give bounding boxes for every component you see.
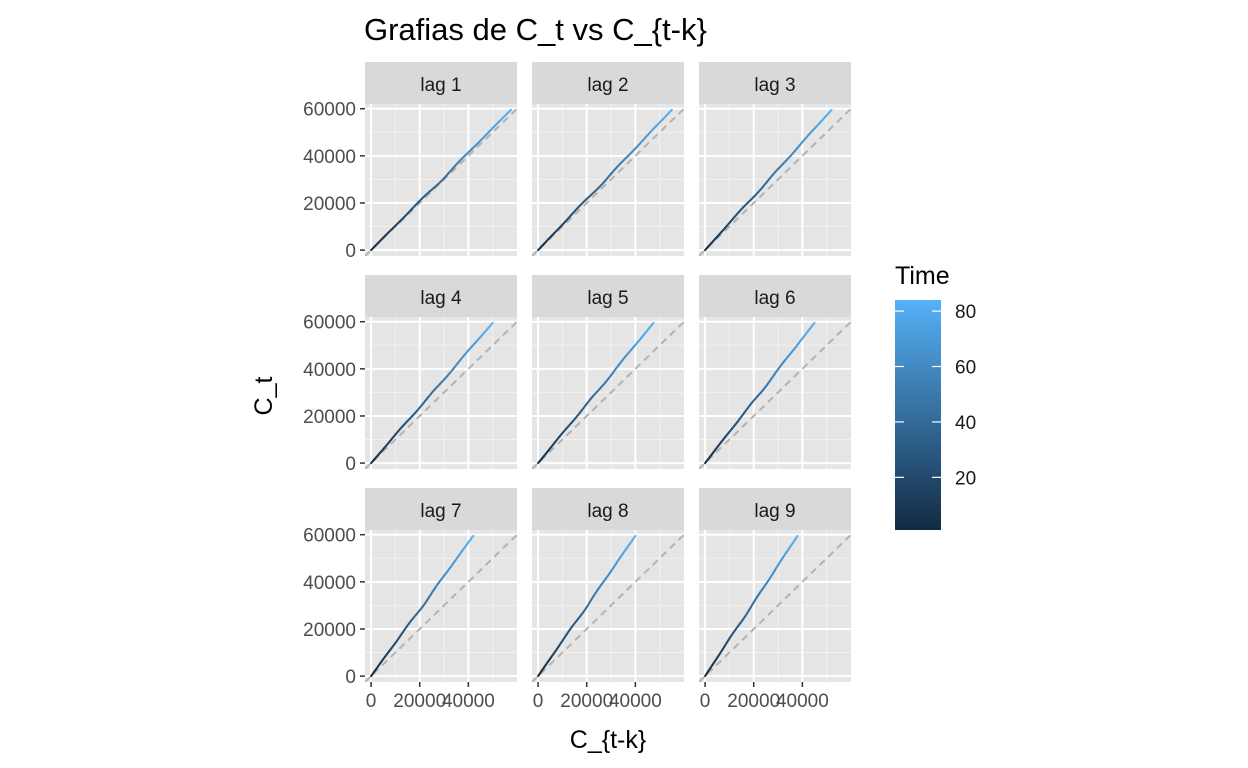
panel-background	[365, 530, 517, 682]
y-tick-label: 0	[345, 241, 356, 262]
series-segment	[829, 108, 833, 113]
series-line	[704, 321, 816, 465]
series-segment	[795, 534, 799, 539]
y-tick-label: 60000	[303, 100, 356, 121]
x-tick-label: 40000	[609, 691, 662, 712]
panel-background	[699, 317, 851, 469]
facet-strip	[365, 488, 517, 530]
y-tick-label: 60000	[303, 313, 356, 334]
x-tick-label: 20000	[560, 691, 613, 712]
x-tick-label: 20000	[727, 691, 780, 712]
x-tick-label: 0	[366, 691, 377, 712]
series-segment	[490, 321, 494, 326]
facet-strip-label: lag 3	[754, 75, 795, 96]
series-line	[704, 534, 799, 678]
y-tick-label: 40000	[303, 573, 356, 594]
facet-strip-label: lag 4	[420, 288, 462, 309]
y-tick-label: 40000	[303, 147, 356, 168]
facet-strip-label: lag 6	[754, 288, 795, 309]
series-line	[370, 108, 512, 252]
x-axis-title: C_{t-k}	[570, 726, 646, 754]
y-tick-label: 0	[345, 667, 356, 688]
facet-strip	[699, 62, 851, 104]
facet-strip	[532, 275, 684, 317]
color-legend: Time 20 40 60 80	[895, 262, 976, 530]
x-tick-label: 0	[700, 691, 711, 712]
facet-strip	[365, 62, 517, 104]
facet-strip-label: lag 8	[587, 501, 628, 522]
series-line	[537, 108, 673, 252]
y-tick-label: 60000	[303, 526, 356, 547]
x-tick-label: 0	[533, 691, 544, 712]
facet-strip-label: lag 7	[420, 501, 461, 522]
legend-tick-label: 20	[955, 468, 976, 489]
series-segment	[508, 108, 512, 113]
series-line	[537, 534, 637, 678]
facet-strip	[365, 275, 517, 317]
facet-strip-label: lag 5	[587, 288, 628, 309]
series-line	[370, 534, 475, 678]
x-tick-label: 40000	[776, 691, 829, 712]
chart-title: Grafias de C_t vs C_{t-k}	[364, 12, 707, 47]
panel-background	[699, 530, 851, 682]
legend-tick-label: 40	[955, 413, 976, 434]
series-segment	[669, 108, 673, 113]
series-line	[704, 108, 833, 252]
y-tick-label: 0	[345, 454, 356, 475]
y-axis-title: C_t	[250, 376, 278, 415]
facet-panel: lag 4 0 20000 40000 60000	[303, 275, 517, 475]
series-segment	[651, 321, 655, 326]
y-tick-label: 20000	[303, 194, 356, 215]
facet-strip	[699, 275, 851, 317]
x-tick-label: 20000	[393, 691, 446, 712]
facet-strip	[532, 62, 684, 104]
facet-panel: lag 2	[532, 62, 684, 256]
y-tick-label: 40000	[303, 360, 356, 381]
legend-colorbar	[895, 300, 941, 530]
facet-strip-label: lag 2	[587, 75, 628, 96]
legend-tick-label: 80	[955, 302, 976, 323]
facet-panel: lag 1 0 20000 40000 60000	[303, 62, 517, 262]
series-line	[537, 321, 655, 465]
panel-background	[532, 317, 684, 469]
legend-title: Time	[895, 262, 950, 290]
panel-background	[699, 104, 851, 256]
panel-background	[365, 317, 517, 469]
facet-strip	[532, 488, 684, 530]
facet-strip	[699, 488, 851, 530]
series-segment	[470, 534, 475, 539]
facet-panel: lag 6	[699, 275, 851, 469]
facet-strip-label: lag 1	[420, 75, 461, 96]
facet-panel: lag 3	[699, 62, 851, 256]
panel-background	[532, 530, 684, 682]
facet-panel: lag 5	[532, 275, 684, 469]
legend-tick-label: 60	[955, 358, 976, 379]
y-tick-label: 20000	[303, 620, 356, 641]
x-tick-label: 40000	[442, 691, 495, 712]
series-line	[370, 321, 494, 465]
series-segment	[812, 321, 816, 326]
facet-strip-label: lag 9	[754, 501, 795, 522]
series-segment	[633, 534, 637, 539]
y-tick-label: 20000	[303, 407, 356, 428]
